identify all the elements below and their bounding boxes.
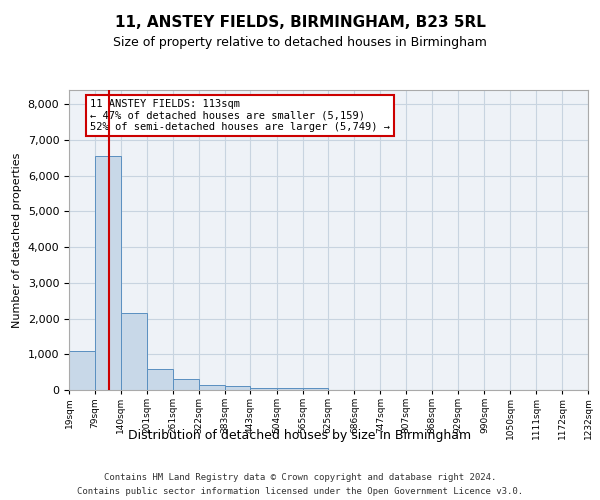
Bar [95,156,121,390]
Text: Contains HM Land Registry data © Crown copyright and database right 2024.: Contains HM Land Registry data © Crown c… [104,473,496,482]
Text: 11 ANSTEY FIELDS: 113sqm
← 47% of detached houses are smaller (5,159)
52% of sem: 11 ANSTEY FIELDS: 113sqm ← 47% of detach… [90,99,390,132]
Bar [302,388,328,390]
Text: Contains public sector information licensed under the Open Government Licence v3: Contains public sector information licen… [77,486,523,496]
Bar [250,388,277,390]
Bar [277,388,302,390]
Bar [225,386,250,390]
Bar [121,313,147,390]
Y-axis label: Number of detached properties: Number of detached properties [12,152,22,328]
Text: Distribution of detached houses by size in Birmingham: Distribution of detached houses by size … [128,428,472,442]
Text: 11, ANSTEY FIELDS, BIRMINGHAM, B23 5RL: 11, ANSTEY FIELDS, BIRMINGHAM, B23 5RL [115,15,485,30]
Text: Size of property relative to detached houses in Birmingham: Size of property relative to detached ho… [113,36,487,49]
Bar [69,350,95,390]
Bar [173,380,199,390]
Bar [199,384,225,390]
Bar [147,368,173,390]
